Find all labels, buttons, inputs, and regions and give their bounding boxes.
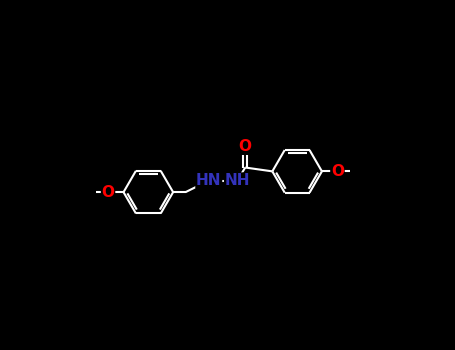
Text: NH: NH	[225, 173, 250, 188]
Text: O: O	[101, 185, 115, 200]
Text: O: O	[331, 164, 344, 179]
Text: O: O	[239, 139, 252, 154]
Text: HN: HN	[196, 173, 222, 188]
